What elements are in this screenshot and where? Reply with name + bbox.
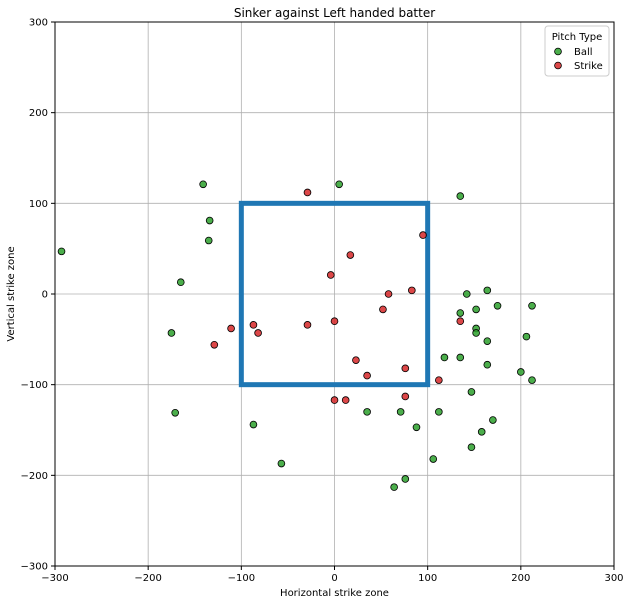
x-tick-label: −200 bbox=[134, 573, 161, 584]
point-ball bbox=[57, 247, 66, 256]
point-strike bbox=[326, 271, 335, 279]
x-tick-label: −300 bbox=[41, 573, 68, 584]
point-ball bbox=[528, 376, 536, 384]
point-ball bbox=[489, 416, 497, 424]
point-ball bbox=[429, 455, 438, 463]
point-ball bbox=[462, 290, 471, 298]
point-ball bbox=[335, 180, 343, 189]
point-ball bbox=[456, 192, 465, 200]
data-points bbox=[57, 180, 536, 491]
y-axis-label: Vertical strike zone bbox=[6, 246, 17, 341]
point-strike bbox=[435, 376, 443, 384]
x-axis-label: Horizontal strike zone bbox=[280, 588, 389, 599]
point-ball bbox=[493, 301, 502, 310]
point-ball bbox=[401, 475, 410, 483]
point-strike bbox=[303, 188, 312, 197]
point-ball bbox=[456, 353, 465, 362]
legend: Pitch Type Ball Strike bbox=[544, 25, 610, 77]
point-strike bbox=[401, 364, 410, 373]
point-strike bbox=[408, 286, 416, 295]
point-strike bbox=[379, 305, 387, 314]
point-ball bbox=[517, 368, 525, 376]
point-strike bbox=[456, 317, 465, 326]
point-ball bbox=[472, 305, 480, 314]
strike-zone bbox=[238, 200, 431, 388]
x-tick-label: 200 bbox=[511, 573, 530, 584]
legend-label-strike: Strike bbox=[574, 61, 603, 72]
point-strike bbox=[254, 329, 262, 337]
point-strike bbox=[346, 251, 355, 259]
legend-label-ball: Ball bbox=[574, 47, 593, 58]
point-ball bbox=[483, 286, 492, 295]
point-ball bbox=[249, 420, 258, 429]
grid bbox=[54, 21, 615, 567]
legend-marker-ball bbox=[554, 47, 562, 56]
point-strike bbox=[303, 321, 312, 329]
point-ball bbox=[199, 180, 207, 189]
y-tick-label: 200 bbox=[29, 108, 48, 119]
point-ball bbox=[363, 408, 371, 416]
y-tick-label: −100 bbox=[21, 380, 48, 391]
legend-marker-strike bbox=[554, 61, 562, 70]
point-strike bbox=[352, 356, 360, 364]
y-tick-label: 300 bbox=[29, 18, 48, 29]
point-ball bbox=[483, 360, 492, 369]
point-ball bbox=[467, 443, 476, 452]
point-ball bbox=[467, 388, 476, 396]
point-strike bbox=[210, 340, 219, 349]
point-strike bbox=[419, 231, 427, 239]
point-ball bbox=[435, 408, 443, 416]
point-ball bbox=[440, 353, 449, 362]
x-tick-label: 0 bbox=[331, 573, 337, 584]
point-ball bbox=[412, 423, 421, 432]
point-ball bbox=[205, 216, 214, 225]
legend-title: Pitch Type bbox=[552, 32, 603, 43]
point-ball bbox=[176, 278, 185, 287]
point-strike bbox=[330, 317, 339, 326]
point-ball bbox=[277, 459, 286, 468]
point-ball bbox=[204, 236, 213, 245]
point-ball bbox=[528, 301, 536, 310]
point-strike bbox=[330, 396, 339, 404]
point-ball bbox=[522, 332, 531, 341]
y-tick-label: −300 bbox=[21, 562, 48, 573]
point-strike bbox=[384, 290, 393, 298]
y-tick-label: 0 bbox=[42, 290, 48, 301]
point-ball bbox=[472, 329, 480, 337]
chart-title: Sinker against Left handed batter bbox=[234, 6, 435, 20]
point-ball bbox=[483, 337, 492, 345]
axis-ticks: −300 −200 −100 0 100 200 300 −300 −200 −100 0 100 20… bbox=[21, 18, 624, 585]
point-ball bbox=[477, 428, 486, 436]
y-tick-label: 100 bbox=[29, 199, 48, 210]
point-ball bbox=[456, 309, 465, 317]
point-strike bbox=[249, 321, 258, 329]
point-strike bbox=[227, 324, 235, 333]
point-strike bbox=[363, 371, 371, 380]
point-strike bbox=[401, 392, 410, 401]
point-ball bbox=[390, 483, 398, 491]
point-ball bbox=[171, 408, 179, 417]
y-tick-label: −200 bbox=[21, 471, 48, 482]
x-tick-label: 100 bbox=[418, 573, 437, 584]
point-strike bbox=[341, 396, 350, 404]
x-tick-label: −100 bbox=[228, 573, 255, 584]
point-ball bbox=[396, 408, 405, 416]
strike-zone-box bbox=[238, 200, 431, 388]
x-tick-label: 300 bbox=[604, 573, 623, 584]
point-ball bbox=[167, 329, 176, 337]
